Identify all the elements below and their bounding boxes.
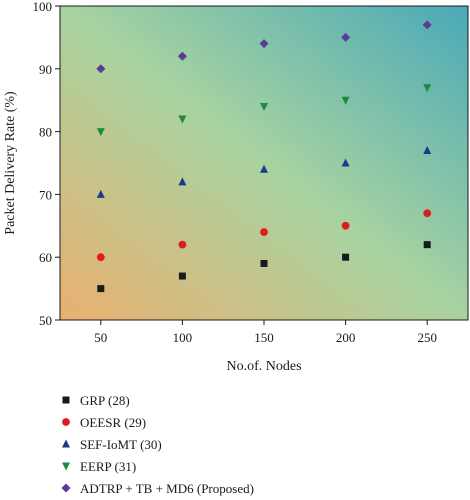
data-point-series-1: [97, 285, 105, 293]
data-point-series-3: [178, 177, 187, 186]
y-tick-label: 80: [39, 125, 52, 140]
data-point-series-4: [96, 128, 105, 137]
data-point-series-3: [260, 164, 268, 173]
legend-label-3: SEF-IoMT (30): [80, 437, 162, 452]
plot-background: [60, 6, 468, 320]
data-point-series-2: [423, 209, 432, 218]
y-tick-label: 50: [39, 313, 52, 328]
data-point-series-2: [96, 253, 105, 262]
data-point-series-3: [341, 158, 350, 167]
x-tick-label: 50: [94, 330, 107, 345]
data-point-series-5: [259, 39, 269, 49]
y-tick-label: 90: [39, 62, 52, 77]
data-point-series-4: [341, 96, 350, 105]
legend-marker-2: [62, 418, 70, 426]
data-point-series-4: [260, 102, 268, 111]
y-axis-title: Packet Delivery Rate (%): [3, 91, 18, 235]
data-point-series-1: [342, 253, 350, 261]
legend-label-5: ADTRP + TB + MD6 (Proposed): [80, 481, 254, 496]
data-point-series-4: [423, 84, 432, 93]
y-tick-label: 70: [39, 187, 52, 202]
x-tick-label: 200: [336, 330, 356, 345]
data-point-series-2: [178, 240, 187, 249]
data-point-series-5: [422, 20, 432, 30]
data-point-series-2: [341, 221, 350, 230]
legend-marker-5: [61, 483, 71, 493]
legend-label-2: OEESR (29): [80, 415, 146, 430]
data-point-series-5: [96, 64, 106, 74]
data-point-series-1: [178, 272, 186, 280]
data-point-series-5: [341, 32, 351, 42]
x-tick-label: 100: [173, 330, 193, 345]
x-tick-label: 150: [254, 330, 274, 345]
data-point-series-1: [260, 259, 268, 267]
x-axis-title: No.of. Nodes: [226, 359, 301, 374]
legend-label-1: GRP (28): [80, 393, 130, 408]
legend-marker-1: [62, 396, 70, 404]
x-tick-label: 250: [417, 330, 437, 345]
legend-marker-4: [62, 462, 70, 471]
y-tick-label: 100: [33, 0, 53, 14]
legend-marker-3: [62, 439, 70, 448]
legend-label-4: EERP (31): [80, 459, 136, 474]
data-point-series-3: [96, 189, 105, 198]
y-tick-label: 60: [39, 250, 52, 265]
legend: GRP (28) OEESR (29) SEF-IoMT (30) EERP (31)…: [61, 393, 254, 496]
data-point-series-2: [260, 228, 268, 236]
data-point-series-1: [423, 241, 431, 249]
data-point-series-5: [177, 51, 187, 61]
data-point-series-3: [423, 145, 432, 154]
data-point-series-4: [178, 115, 187, 124]
